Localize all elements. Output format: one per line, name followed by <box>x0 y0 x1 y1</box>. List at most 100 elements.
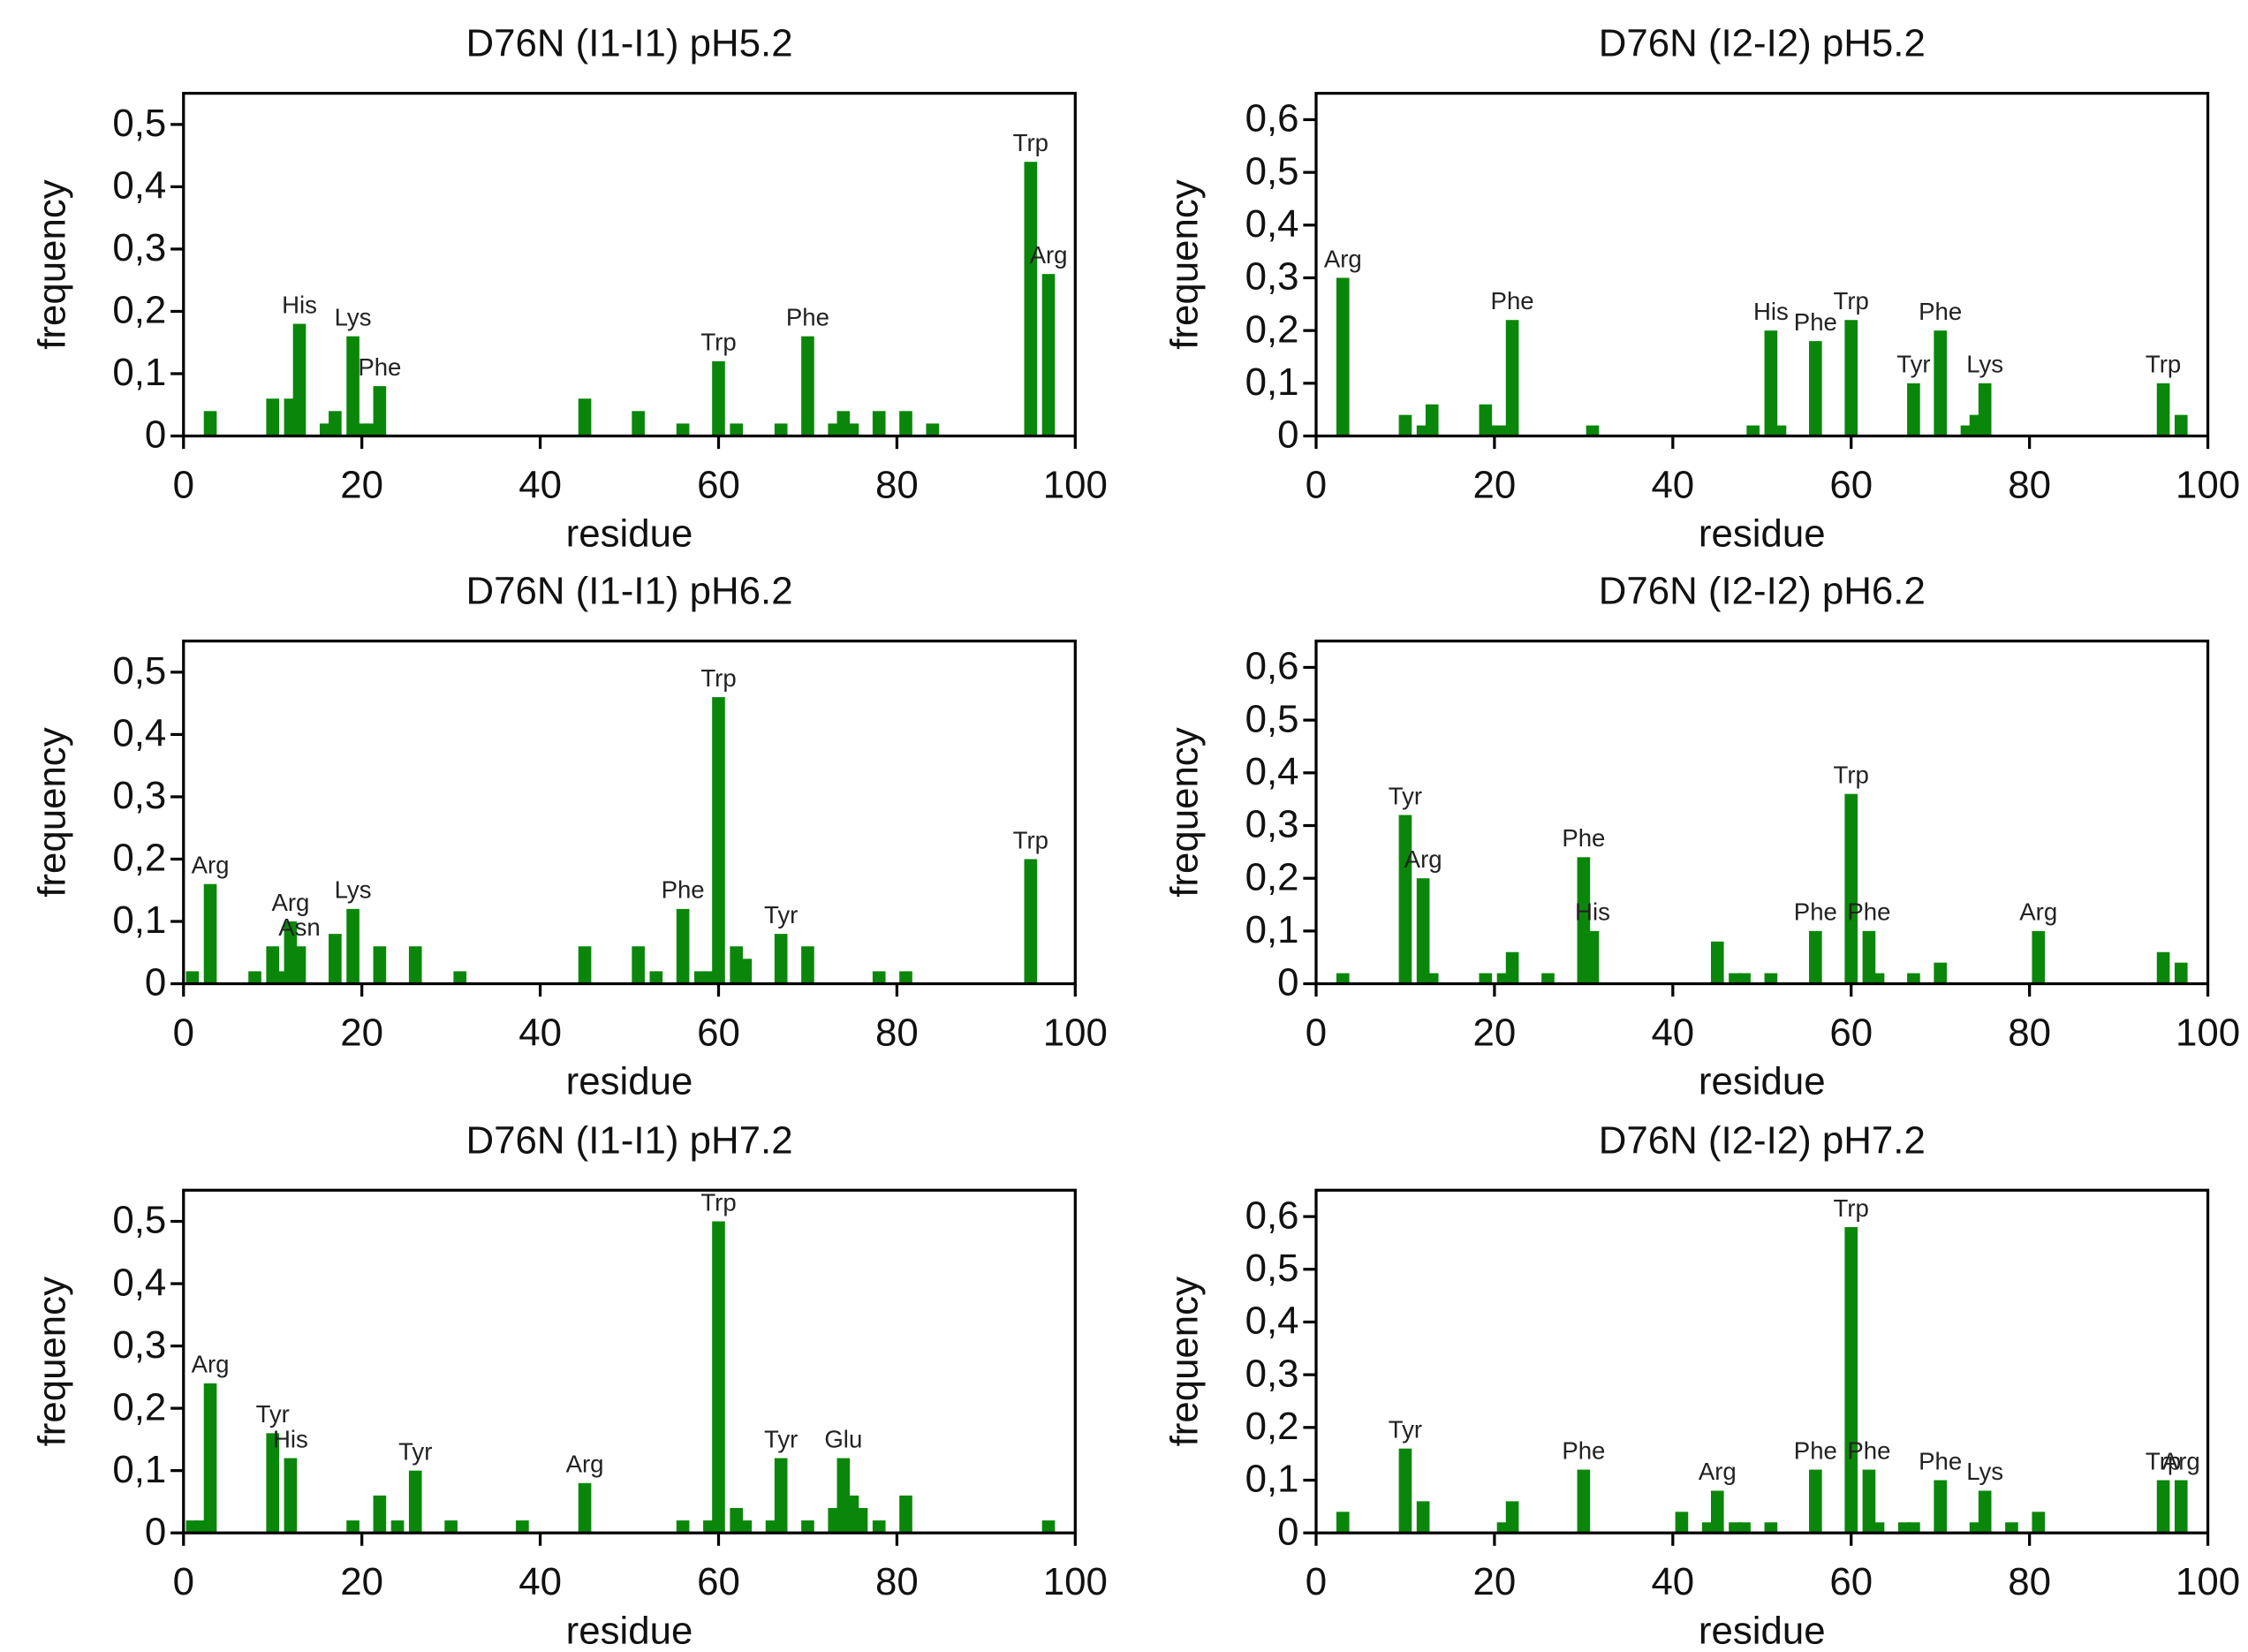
x-tick-label: 20 <box>340 464 383 507</box>
bar <box>1024 162 1038 436</box>
bar <box>444 1520 458 1534</box>
bar <box>1398 815 1412 984</box>
x-tick-label: 20 <box>340 1012 383 1055</box>
annotation: Arg <box>1699 1458 1737 1485</box>
x-tick-label: 100 <box>1043 1012 1108 1055</box>
bar <box>1960 425 1974 436</box>
bar <box>2156 1480 2170 1534</box>
x-axis-label: residue <box>566 1060 693 1103</box>
annotation: Trp <box>2146 1447 2181 1474</box>
chart-title: D76N (I1-I1) pH7.2 <box>465 1118 792 1162</box>
annotation: Trp <box>1834 287 1869 314</box>
y-tick-label: 0 <box>1277 961 1298 1004</box>
bar <box>1398 1448 1412 1534</box>
y-axis-label: frequency <box>1162 1277 1206 1447</box>
plot-frame <box>1314 91 2210 438</box>
annotation: Arg <box>192 851 230 878</box>
bar <box>899 1495 912 1534</box>
y-tick-label: 0,5 <box>1245 1247 1299 1290</box>
y-tick-label: 0 <box>1277 1510 1298 1553</box>
bar <box>712 1221 725 1534</box>
bar <box>408 1470 422 1534</box>
bar <box>284 1458 298 1534</box>
x-axis-label: residue <box>1699 1060 1826 1103</box>
bar <box>185 971 200 984</box>
bar <box>578 398 592 436</box>
bar <box>1897 1522 1911 1534</box>
bar <box>1675 1512 1689 1534</box>
bar <box>1871 1522 1885 1534</box>
bar <box>516 1520 529 1534</box>
bar <box>676 1520 690 1534</box>
y-tick-label: 0,4 <box>1245 1300 1299 1343</box>
bar <box>1425 973 1439 984</box>
bar <box>1844 320 1858 436</box>
bar <box>1737 1522 1751 1534</box>
bar <box>2156 951 2170 984</box>
annotation: Tyr <box>764 901 798 928</box>
bar <box>801 946 814 984</box>
y-tick-label: 0,2 <box>112 289 166 332</box>
bar <box>1586 930 1600 984</box>
x-tick-label: 80 <box>2008 464 2051 507</box>
bar <box>1487 425 1502 436</box>
bar <box>373 1495 387 1534</box>
bar <box>1978 1490 1992 1534</box>
bar <box>2032 930 2046 984</box>
x-axis-label: residue <box>1699 1609 1826 1652</box>
bar <box>1041 1520 1056 1534</box>
y-tick-label: 0,3 <box>1245 255 1299 299</box>
y-tick-label: 0,2 <box>1245 307 1299 351</box>
bar <box>1024 859 1038 984</box>
x-tick-label: 80 <box>875 464 919 507</box>
bar <box>2005 1522 2018 1534</box>
bar <box>1336 277 1350 436</box>
annotation: His <box>273 1425 308 1452</box>
bar <box>730 423 744 436</box>
bar <box>1862 1469 1876 1534</box>
bar <box>1505 320 1519 436</box>
x-tick-label: 60 <box>697 1012 740 1055</box>
bar <box>2174 962 2188 984</box>
bar <box>346 1520 360 1534</box>
plot-frame <box>1314 639 2210 986</box>
annotation: Phe <box>1847 1436 1890 1464</box>
annotation: Phe <box>358 353 401 381</box>
bar <box>292 946 307 984</box>
annotation: Trp <box>2146 351 2181 378</box>
bar <box>329 934 342 984</box>
annotation: Tyr <box>1389 1415 1422 1443</box>
chart-title: D76N (I2-I2) pH5.2 <box>1599 22 1926 65</box>
annotation: Phe <box>1562 1436 1605 1464</box>
bar <box>1773 425 1787 436</box>
y-tick-label: 0,6 <box>1245 645 1299 688</box>
annotation: His <box>282 291 317 318</box>
bar <box>712 360 725 436</box>
bar <box>1907 1522 1920 1534</box>
x-axis-label: residue <box>566 1609 693 1652</box>
annotation: Phe <box>786 303 829 330</box>
bar <box>1416 425 1430 436</box>
annotation: Phe <box>662 876 705 904</box>
y-tick-label: 0,4 <box>1245 202 1299 246</box>
annotation: Glu <box>824 1425 862 1452</box>
y-axis-label: frequency <box>30 179 73 350</box>
y-tick-label: 0,5 <box>112 102 166 145</box>
x-tick-label: 0 <box>173 1560 194 1603</box>
bar <box>676 908 690 984</box>
bar <box>1336 1512 1350 1534</box>
x-tick-label: 100 <box>1043 464 1108 507</box>
bar <box>1505 951 1519 984</box>
annotation: Phe <box>1919 1447 1962 1474</box>
y-tick-label: 0,3 <box>112 226 166 269</box>
annotation: Lys <box>1966 1458 2003 1485</box>
bar <box>1041 274 1056 436</box>
bar <box>1505 1501 1519 1534</box>
y-axis-label: frequency <box>30 1277 73 1447</box>
annotation: Lys <box>335 303 372 330</box>
x-tick-label: 60 <box>697 464 740 507</box>
x-tick-label: 80 <box>2008 1560 2051 1603</box>
bar <box>578 946 592 984</box>
